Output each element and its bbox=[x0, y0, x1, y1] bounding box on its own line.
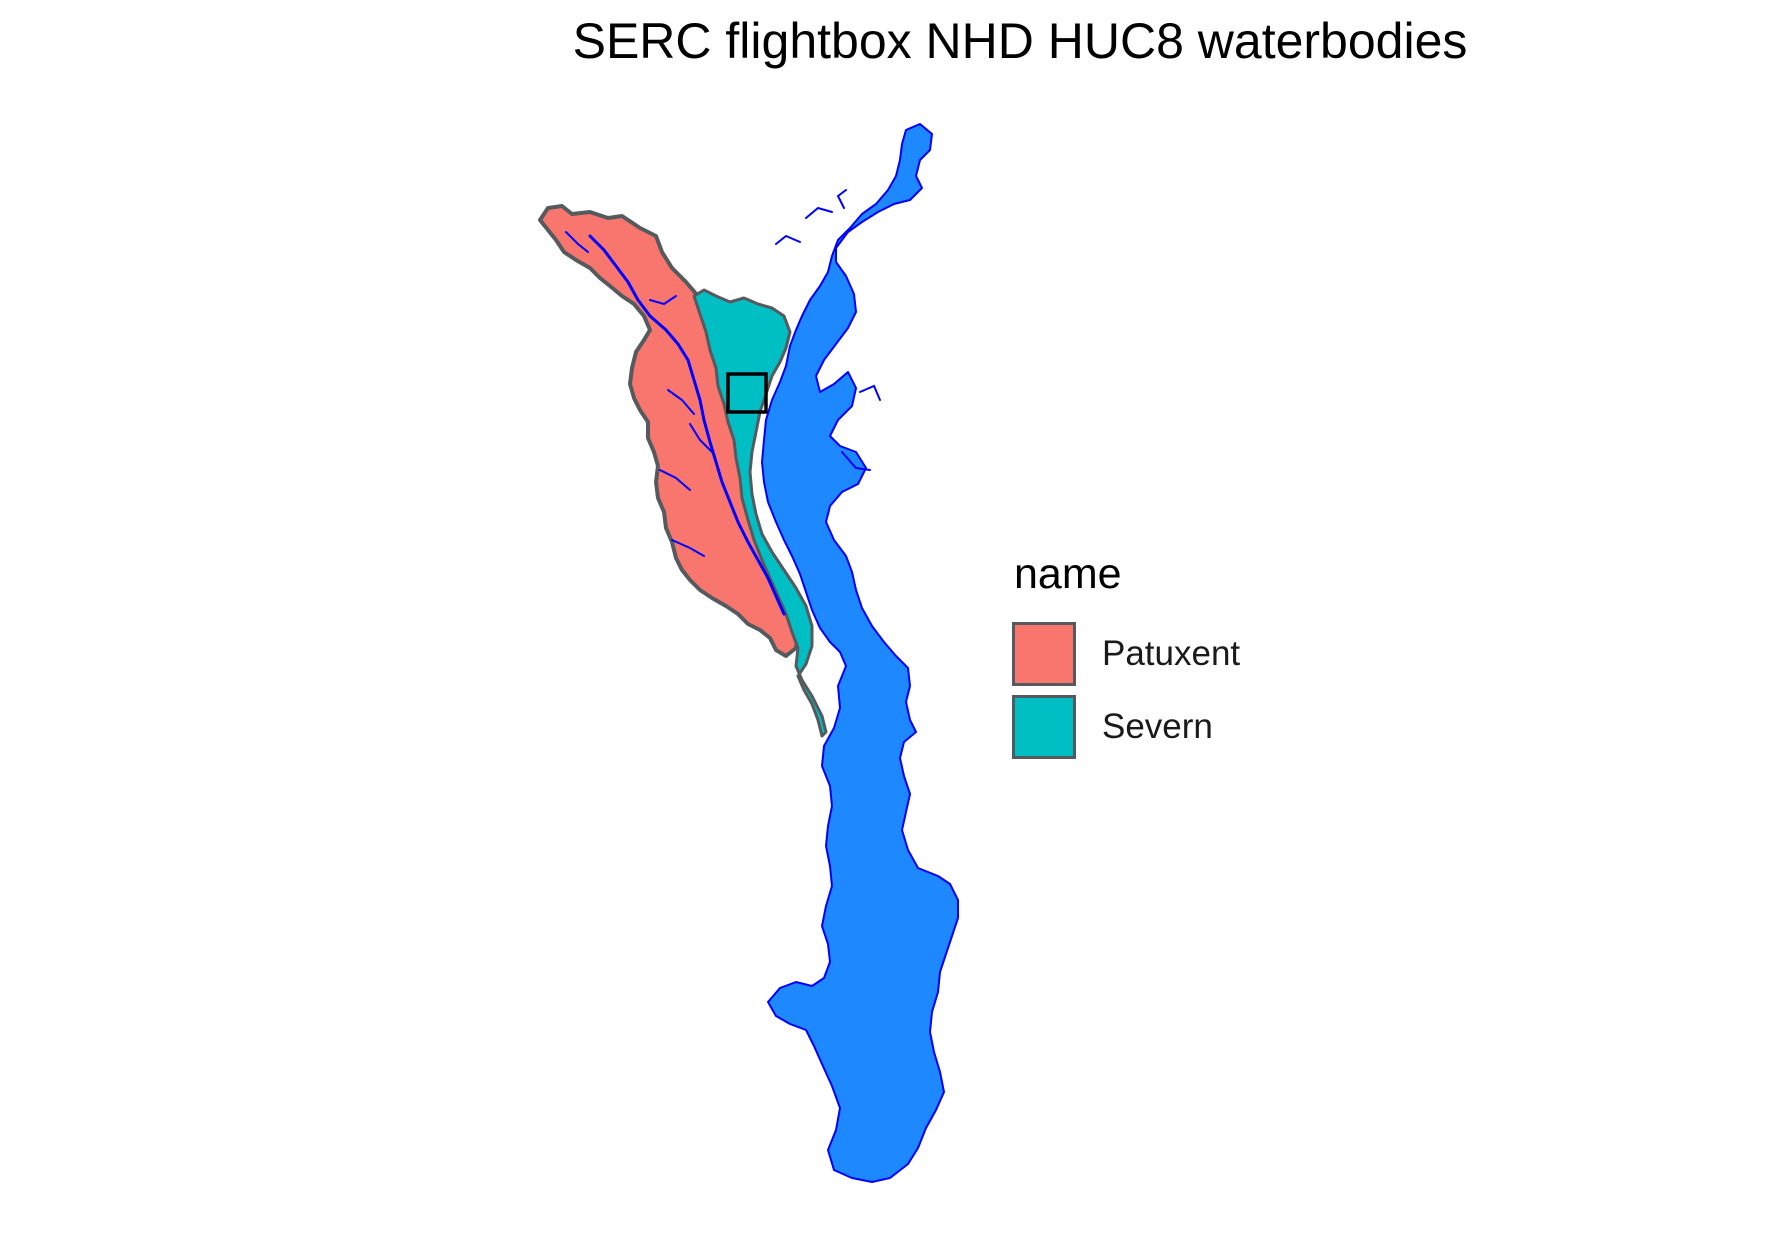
legend-swatch-patuxent bbox=[1012, 621, 1076, 686]
legend-item-severn[interactable]: Severn bbox=[1012, 690, 1240, 763]
legend: name Patuxent Severn bbox=[1012, 550, 1240, 763]
patuxent-river-waterbody bbox=[588, 234, 786, 616]
patuxent-basin[interactable] bbox=[538, 204, 800, 658]
legend-label-patuxent: Patuxent bbox=[1102, 633, 1241, 673]
legend-label-severn: Severn bbox=[1102, 706, 1213, 746]
flightbox-rectangle[interactable] bbox=[726, 372, 768, 414]
patuxent-tributary-waterbody bbox=[565, 231, 713, 557]
legend-item-patuxent[interactable]: Patuxent bbox=[1012, 617, 1240, 690]
legend-swatch-severn bbox=[1012, 694, 1076, 759]
map-title: SERC flightbox NHD HUC8 waterbodies bbox=[572, 13, 1468, 69]
bay-inlet-waterbody bbox=[775, 189, 881, 471]
legend-title: name bbox=[1014, 550, 1122, 598]
bay-waterbody[interactable] bbox=[761, 123, 959, 1183]
